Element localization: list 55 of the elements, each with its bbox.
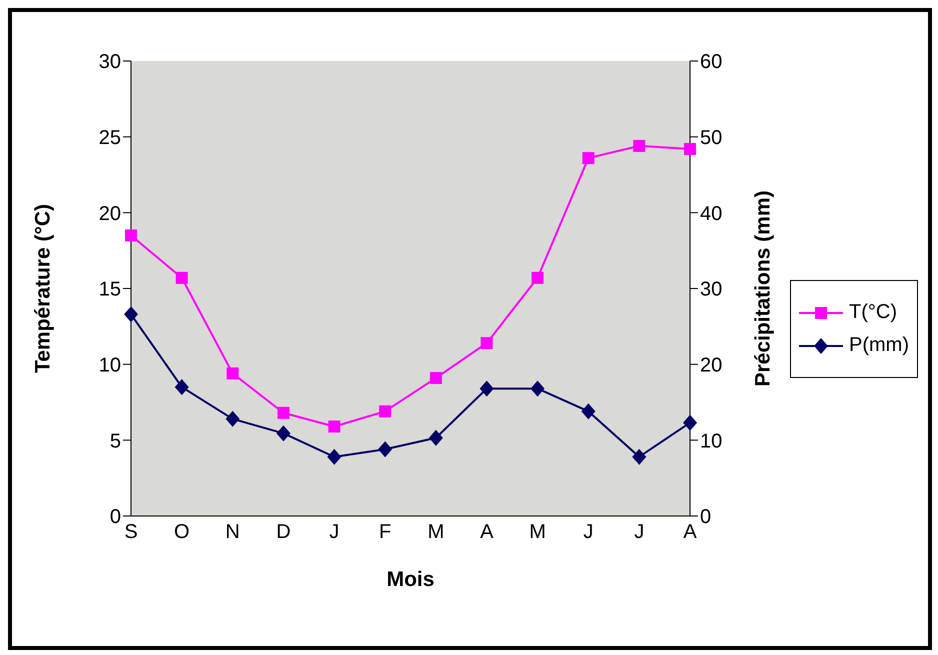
y-tick-label: 15 — [98, 278, 121, 301]
y-tick-label: 0 — [110, 506, 121, 528]
x-tick-label: S — [124, 521, 138, 544]
point — [683, 414, 698, 431]
x-tick-label: F — [378, 521, 392, 544]
y-tick-label: 5 — [110, 430, 121, 452]
x-tick-label: O — [174, 521, 190, 544]
y2-axis-title: Précipitations (mm) — [751, 190, 774, 387]
point — [124, 306, 138, 322]
point — [684, 142, 696, 155]
x-tick-label: J — [634, 521, 644, 544]
x-tick-label: M — [529, 521, 546, 544]
point — [633, 140, 646, 152]
y2-tick-label: 40 — [700, 202, 722, 225]
x-tick-label: J — [329, 521, 340, 544]
x-tick-label: J — [583, 521, 594, 544]
point — [174, 379, 189, 396]
y2-tick-label: 50 — [700, 126, 722, 149]
y-tick-label: 10 — [98, 354, 121, 376]
legend-label: T(°C) — [849, 301, 897, 324]
point — [176, 272, 188, 284]
point — [327, 448, 342, 465]
point — [276, 425, 290, 442]
y-axis-title: Température (°C) — [31, 204, 54, 374]
x-tick-label: A — [683, 521, 698, 544]
y2-tick-label: 60 — [700, 51, 722, 74]
y2-tick-label: 20 — [700, 354, 722, 376]
y-tick-label: 25 — [98, 126, 121, 149]
y2-tick-label: 0 — [700, 506, 712, 528]
point — [530, 380, 545, 397]
point — [582, 152, 594, 164]
point — [480, 337, 493, 350]
x-tick-label: A — [480, 521, 494, 544]
point — [428, 430, 443, 446]
point — [379, 405, 392, 418]
point — [125, 229, 137, 242]
legend-label: P(mm) — [849, 334, 909, 357]
y-tick-label: 20 — [98, 202, 121, 225]
y-tick-label: 30 — [98, 51, 121, 74]
point — [328, 420, 340, 433]
x-tick-label: N — [225, 521, 240, 544]
point — [226, 410, 240, 427]
x-tick-label: M — [428, 521, 444, 544]
y2-tick-label: 30 — [700, 278, 722, 301]
x-tick-label: D — [276, 521, 291, 544]
point — [632, 448, 646, 465]
point — [226, 367, 239, 380]
point — [532, 272, 544, 284]
point — [581, 403, 596, 420]
point — [378, 441, 392, 458]
y2-tick-label: 10 — [700, 430, 722, 452]
point — [430, 372, 442, 384]
point — [277, 406, 290, 419]
x-axis-title: Mois — [386, 568, 434, 591]
point — [480, 380, 494, 397]
